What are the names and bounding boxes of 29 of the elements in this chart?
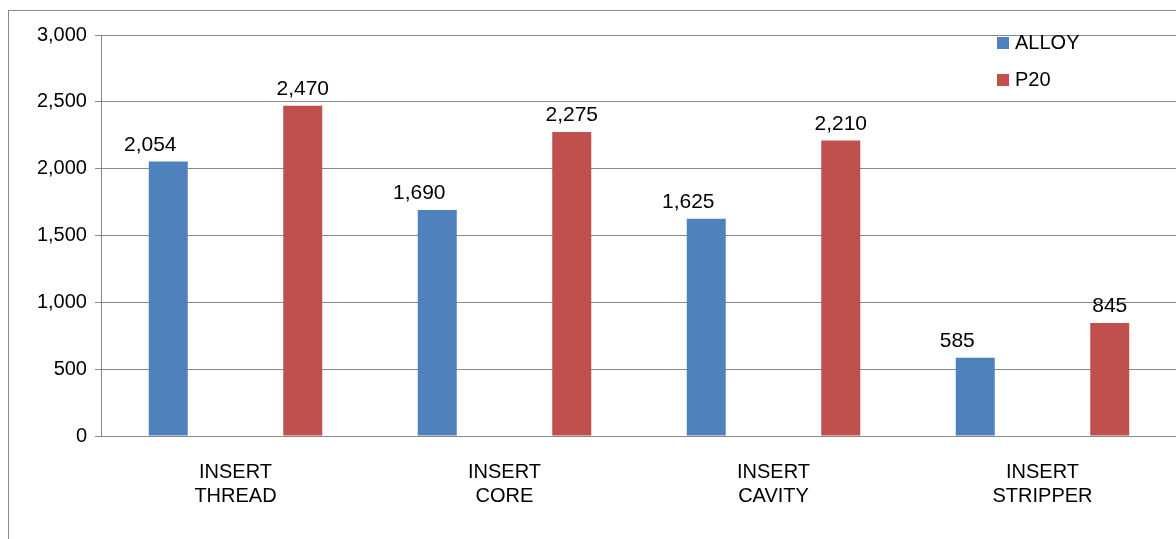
bar — [552, 131, 592, 436]
bar — [686, 218, 726, 436]
y-tick-label: 2,500 — [36, 89, 87, 112]
x-tick-label: INSERT STRIPPER — [992, 459, 1093, 506]
data-label: 1,690 — [392, 180, 446, 204]
x-tick-label: INSERT THREAD — [194, 459, 277, 506]
data-label: 2,470 — [276, 76, 330, 100]
bar — [417, 210, 457, 436]
bar — [283, 105, 323, 436]
y-tick-label: 0 — [75, 423, 87, 446]
y-tick-label: 500 — [53, 356, 87, 379]
data-label: 845 — [1092, 293, 1128, 317]
x-tick-label: INSERT CORE — [468, 459, 541, 506]
bar — [821, 140, 861, 436]
y-tick-label: 1,500 — [36, 223, 87, 246]
data-label: 585 — [939, 328, 975, 352]
y-tick-label: 3,000 — [36, 22, 87, 45]
legend-label: ALLOY — [1015, 30, 1080, 53]
bar — [148, 161, 188, 436]
x-tick-label: INSERT CAVITY — [737, 459, 810, 506]
data-label: 1,625 — [661, 189, 715, 213]
bar — [1090, 323, 1130, 436]
legend-label: P20 — [1015, 67, 1051, 90]
data-label: 2,210 — [814, 110, 868, 134]
y-tick-label: 1,000 — [36, 289, 87, 312]
data-label: 2,054 — [123, 131, 177, 155]
data-label: 2,275 — [545, 102, 599, 126]
bar — [955, 357, 995, 436]
y-tick-label: 2,000 — [36, 156, 87, 179]
